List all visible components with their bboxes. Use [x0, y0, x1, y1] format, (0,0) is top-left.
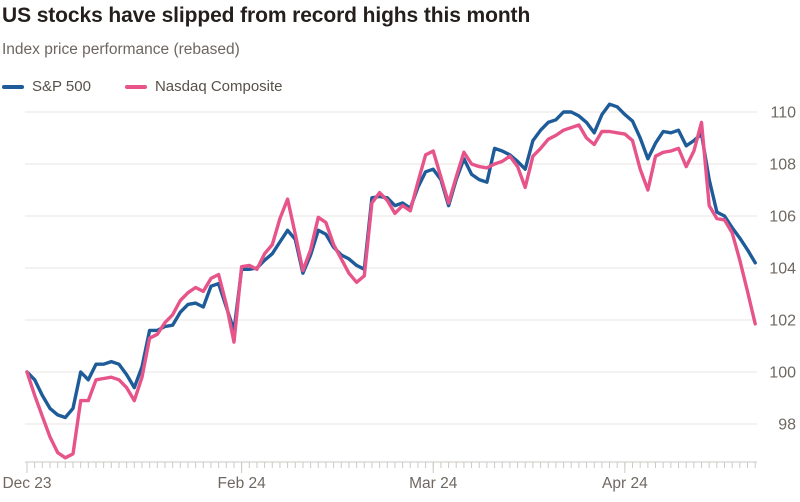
- x-axis-tick-label: Apr 24: [602, 475, 648, 492]
- x-axis-tick-label: Dec 23: [2, 475, 51, 492]
- legend-label-nasdaq: Nasdaq Composite: [154, 78, 283, 95]
- legend-item-sp500: S&P 500: [2, 78, 91, 95]
- chart-legend: S&P 500 Nasdaq Composite: [2, 78, 283, 95]
- chart-title: US stocks have slipped from record highs…: [2, 4, 531, 27]
- x-axis-tick-label: Mar 24: [409, 475, 458, 492]
- y-axis-tick-label: 110: [770, 105, 796, 122]
- y-axis-tick-label: 108: [769, 157, 796, 174]
- y-axis-tick-label: 104: [769, 261, 796, 278]
- y-axis-tick-label: 102: [769, 313, 796, 330]
- x-axis-tick-label: Feb 24: [217, 475, 266, 492]
- y-axis-tick-label: 106: [769, 209, 796, 226]
- legend-label-sp500: S&P 500: [32, 78, 91, 95]
- sp500-swatch-icon: [2, 84, 24, 89]
- chart-subtitle: Index price performance (rebased): [2, 41, 240, 58]
- legend-item-nasdaq: Nasdaq Composite: [124, 78, 283, 95]
- nasdaq-line: [25, 120, 757, 460]
- nasdaq-swatch-icon: [124, 84, 147, 89]
- y-axis-tick-label: 98: [778, 417, 796, 434]
- y-axis-tick-label: 100: [769, 365, 796, 382]
- sp500-line: [25, 102, 757, 420]
